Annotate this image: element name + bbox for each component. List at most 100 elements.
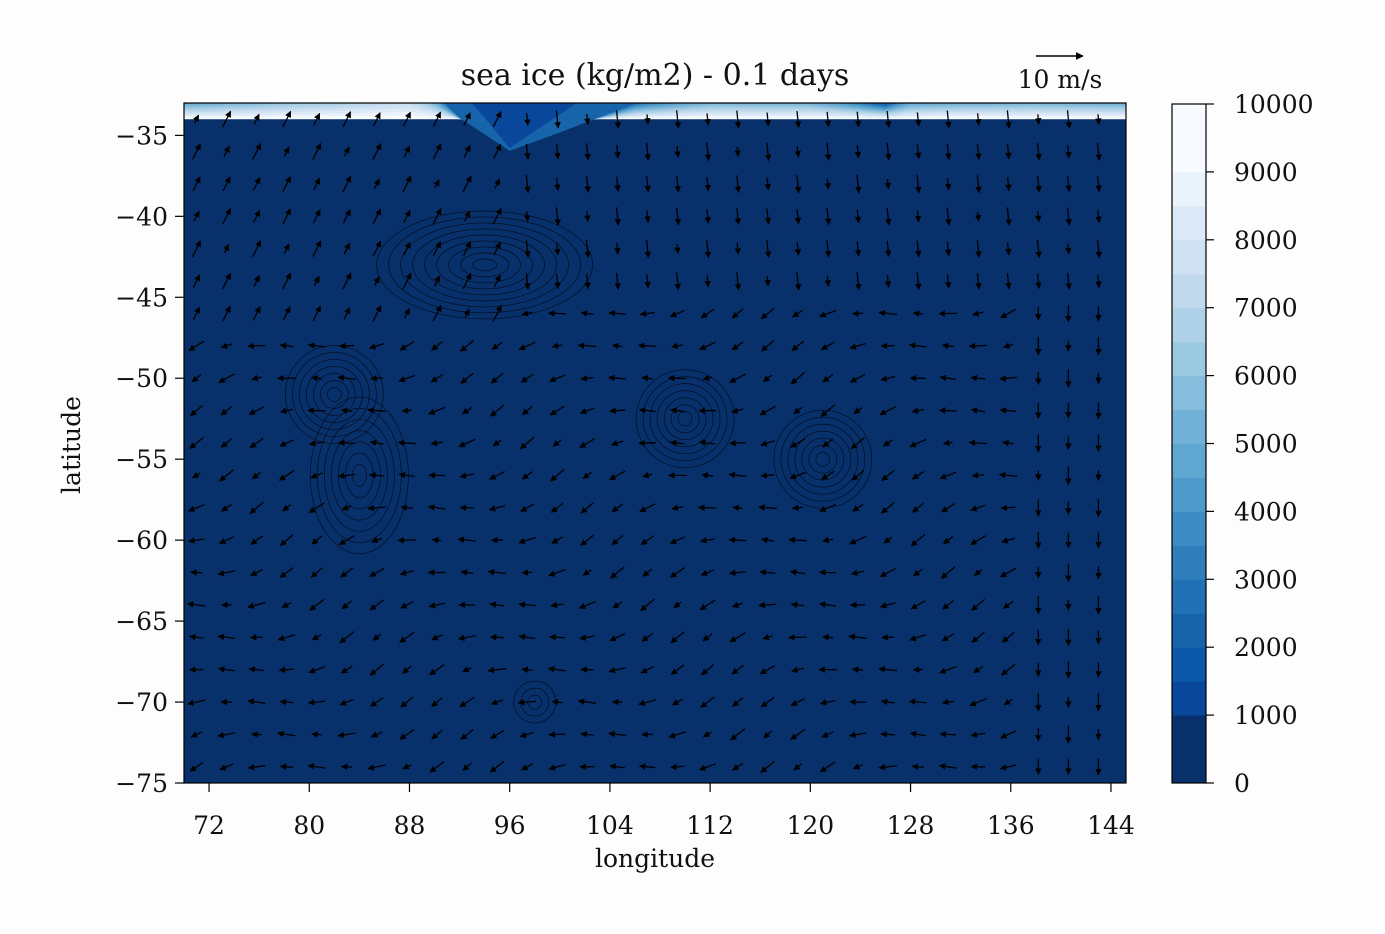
wind-vector (939, 471, 957, 480)
wind-vector (913, 568, 923, 577)
wind-vector (883, 439, 893, 447)
wind-vector (339, 631, 355, 644)
wind-vector (192, 306, 201, 320)
wind-vector (248, 406, 265, 416)
wind-vector (462, 762, 472, 771)
wind-vector (577, 698, 597, 705)
wind-vector (910, 600, 926, 610)
wind-vector (341, 600, 352, 610)
wind-vector (490, 729, 505, 739)
wind-vector (822, 438, 834, 448)
wind-vector (1035, 175, 1042, 193)
wind-vector (369, 599, 385, 611)
x-tick-label: 136 (987, 811, 1035, 840)
wind-vector (734, 146, 741, 157)
wind-vector (521, 310, 533, 317)
wind-vector (614, 144, 621, 159)
wind-vector (217, 731, 236, 739)
wind-vector (249, 437, 264, 449)
wind-vector (433, 275, 441, 287)
wind-vector (819, 699, 836, 706)
wind-vector (729, 632, 746, 643)
wind-vector (431, 729, 443, 740)
wind-vector (402, 272, 412, 290)
colorbar-tick-label: 1000 (1234, 701, 1298, 730)
wind-vector (824, 142, 832, 161)
wind-vector (337, 472, 356, 479)
wind-vector (554, 177, 561, 192)
wind-vector (489, 404, 505, 417)
wind-vector (252, 143, 262, 160)
wind-vector (189, 761, 204, 772)
colorbar-tick-label: 2000 (1234, 633, 1298, 662)
wind-vector (609, 763, 626, 770)
wind-vector (188, 633, 204, 641)
wind-vector (914, 210, 922, 223)
wind-vector (340, 407, 353, 414)
wind-vector (192, 471, 201, 479)
wind-vector (884, 111, 892, 128)
wind-vector (818, 601, 837, 608)
wind-vector (880, 731, 896, 738)
wind-vector (279, 763, 294, 771)
wind-vector (517, 699, 537, 706)
wind-vector (218, 373, 235, 384)
wind-vector (337, 731, 356, 739)
wind-vector (311, 731, 322, 738)
contour-line (448, 246, 521, 284)
wind-vector (373, 178, 380, 190)
wind-vector (548, 731, 566, 738)
x-axis-ticks: 72 80 88 96 104 112 120 128 136 144 (193, 783, 1135, 840)
colorbar-tick-label: 10000 (1234, 90, 1314, 119)
wind-vector (367, 764, 386, 771)
wind-vector (518, 633, 536, 641)
wind-vector (851, 310, 864, 317)
wind-vector (908, 342, 927, 349)
wind-vector (791, 504, 804, 511)
wind-vector (282, 504, 292, 512)
wind-vector (1065, 207, 1072, 226)
wind-vector (312, 305, 322, 322)
quiver-key-label: 10 m/s (1018, 65, 1103, 94)
wind-vector (1000, 504, 1016, 512)
wind-vector (580, 731, 594, 738)
wind-vector (760, 696, 775, 708)
contour-line (331, 430, 388, 521)
wind-vector (223, 243, 230, 254)
wind-vector (192, 143, 201, 160)
wind-vector (399, 341, 415, 351)
wind-vector (761, 340, 775, 352)
wind-vector (580, 501, 595, 514)
wind-vector (674, 207, 682, 226)
wind-vector (674, 244, 681, 254)
wind-vector (520, 503, 535, 513)
wind-vector (854, 241, 862, 257)
wind-vector (642, 568, 653, 577)
wind-vector (462, 666, 472, 673)
wind-vector (310, 472, 323, 479)
wind-vector (794, 272, 802, 291)
x-tick-label: 72 (193, 811, 225, 840)
wind-vector (554, 207, 561, 226)
x-tick-label: 144 (1087, 811, 1135, 840)
contour-line (656, 390, 714, 448)
wind-vector (881, 501, 895, 514)
wind-vector (669, 309, 686, 318)
wind-vector (971, 472, 985, 479)
wind-vector (579, 407, 595, 415)
wind-vector (580, 534, 595, 546)
wind-vector (402, 763, 412, 770)
wind-vector (1005, 242, 1012, 256)
wind-vector (822, 373, 834, 383)
wind-vector (1095, 210, 1102, 224)
wind-vector (524, 240, 531, 258)
wind-vector (463, 308, 470, 318)
wind-vector (398, 471, 415, 479)
colorbar-segment (1172, 239, 1206, 275)
wind-vector (252, 306, 261, 321)
wind-vector (644, 176, 651, 193)
wind-vector (403, 307, 411, 319)
wind-vector (277, 634, 296, 642)
wind-vector (220, 342, 233, 349)
wind-vector (670, 407, 685, 414)
